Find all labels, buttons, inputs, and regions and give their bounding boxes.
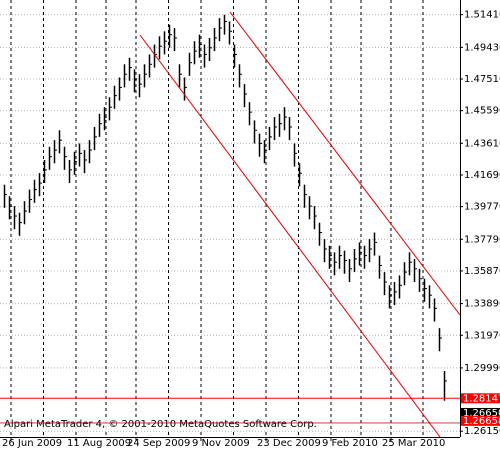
x-tick-label: 24 Sep 2009: [127, 438, 190, 449]
y-tick-label: 1.47510: [464, 74, 500, 85]
x-tick-label: 26 Jun 2009: [2, 438, 62, 449]
x-tick-label: 11 Aug 2009: [67, 438, 131, 449]
price-label: 1.26650: [463, 408, 500, 419]
channel-lower: [139, 34, 441, 438]
x-tick-label: 9 Nov 2009: [192, 438, 250, 449]
y-tick-label: 1.41690: [464, 170, 500, 181]
bars: [3, 14, 447, 401]
y-tick-label: 1.26150: [464, 426, 500, 437]
channel-upper: [229, 11, 461, 316]
price-label: 1.28147: [463, 393, 500, 404]
y-tick-label: 1.37790: [464, 234, 500, 245]
x-tick-label: 23 Dec 2009: [257, 438, 321, 449]
watermark-bg: [2, 418, 302, 430]
price-label: 1.26658: [463, 416, 500, 427]
y-tick-label: 1.33890: [464, 299, 500, 310]
price-label-bg: [461, 407, 500, 418]
y-tick-label: 1.29990: [464, 363, 500, 374]
y-tick-label: 1.51410: [464, 10, 500, 21]
y-tick-label: 1.31970: [464, 330, 500, 341]
watermark: Alpari MetaTrader 4, © 2001-2010 MetaQuo…: [4, 419, 317, 430]
overlay: Alpari MetaTrader 4, © 2001-2010 MetaQuo…: [0, 393, 500, 430]
x-tick-label: 9 Feb 2010: [322, 438, 378, 449]
x-tick-label: 25 Mar 2010: [382, 438, 445, 449]
y-tick-label: 1.43610: [464, 138, 500, 149]
y-tick-label: 1.45590: [464, 106, 500, 117]
y-tick-label: 1.35870: [464, 266, 500, 277]
y-tick-label: 1.49430: [464, 42, 500, 53]
price-label-bg: [461, 415, 500, 426]
y-tick-label: 1.39770: [464, 202, 500, 213]
price-label-bg: [461, 393, 500, 404]
